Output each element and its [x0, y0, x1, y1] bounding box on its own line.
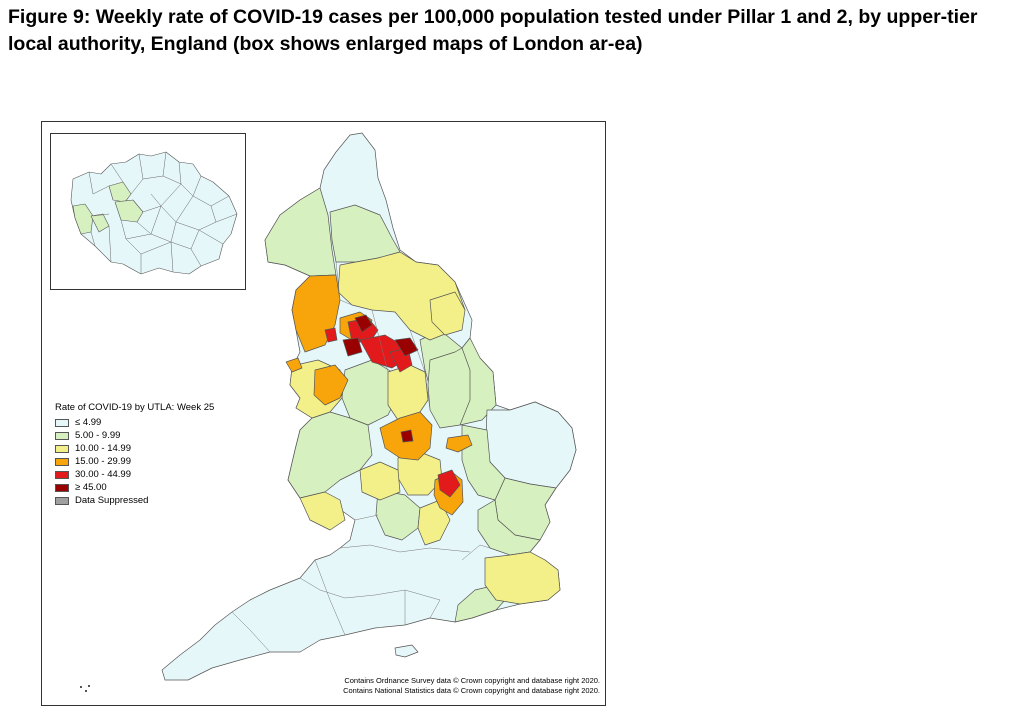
region-blackburn [285, 357, 303, 373]
legend-item: ≥ 45.00 [55, 481, 214, 494]
london-outline [70, 151, 238, 275]
legend-swatch [55, 496, 69, 505]
legend-title: Rate of COVID-19 by UTLA: Week 25 [55, 402, 215, 413]
region-calderdale-core [342, 337, 363, 357]
credit-ordnance-survey: Contains Ordnance Survey data © Crown co… [344, 676, 600, 685]
scilly-isles [80, 686, 82, 688]
legend-swatch [55, 431, 69, 440]
region-oxford [375, 489, 421, 541]
legend-label: ≤ 4.99 [75, 417, 102, 428]
legend-swatch [55, 418, 69, 427]
region-isle-of-wight [394, 644, 419, 658]
region-kent [484, 551, 561, 605]
london-map [70, 151, 238, 275]
region-oldham [324, 327, 338, 343]
region-merseyside [313, 364, 349, 406]
map-legend: Rate of COVID-19 by UTLA: Week 25 ≤ 4.99… [55, 401, 214, 507]
london-ealing [114, 199, 144, 223]
figure-title: Figure 9: Weekly rate of COVID-19 cases … [8, 6, 978, 55]
region-bradford-core [354, 314, 373, 333]
credit-national-statistics: Contains National Statistics data © Crow… [343, 686, 600, 695]
legend-label: ≥ 45.00 [75, 482, 107, 493]
region-peterborough [445, 434, 473, 453]
region-wakefield [394, 337, 419, 357]
region-gloucester [299, 491, 346, 531]
region-luton [437, 469, 461, 498]
legend-swatch [55, 470, 69, 479]
legend-item: 30.00 - 44.99 [55, 468, 214, 481]
region-cumbria [264, 187, 337, 277]
legend-label: 15.00 - 29.99 [75, 456, 131, 467]
legend-item: 5.00 - 9.99 [55, 429, 214, 442]
legend-item: 10.00 - 14.99 [55, 442, 214, 455]
london-inset [50, 133, 246, 290]
region-warwick [359, 461, 401, 501]
legend-label: 10.00 - 14.99 [75, 443, 131, 454]
map-credits: Contains Ordnance Survey data © Crown co… [300, 676, 600, 696]
legend-label: Data Suppressed [75, 495, 149, 506]
legend-label: 5.00 - 9.99 [75, 430, 121, 441]
region-leicester [400, 429, 414, 443]
legend-item: Data Suppressed [55, 494, 214, 507]
legend-label: 30.00 - 44.99 [75, 469, 131, 480]
region-staffordshire [387, 364, 429, 421]
legend-swatch [55, 483, 69, 492]
london-hammersmith [108, 181, 132, 203]
legend-swatch [55, 444, 69, 453]
legend-item: ≤ 4.99 [55, 416, 214, 429]
legend-item: 15.00 - 29.99 [55, 455, 214, 468]
region-lincolnshire [427, 347, 471, 429]
legend-swatch [55, 457, 69, 466]
region-east-riding [429, 291, 466, 336]
